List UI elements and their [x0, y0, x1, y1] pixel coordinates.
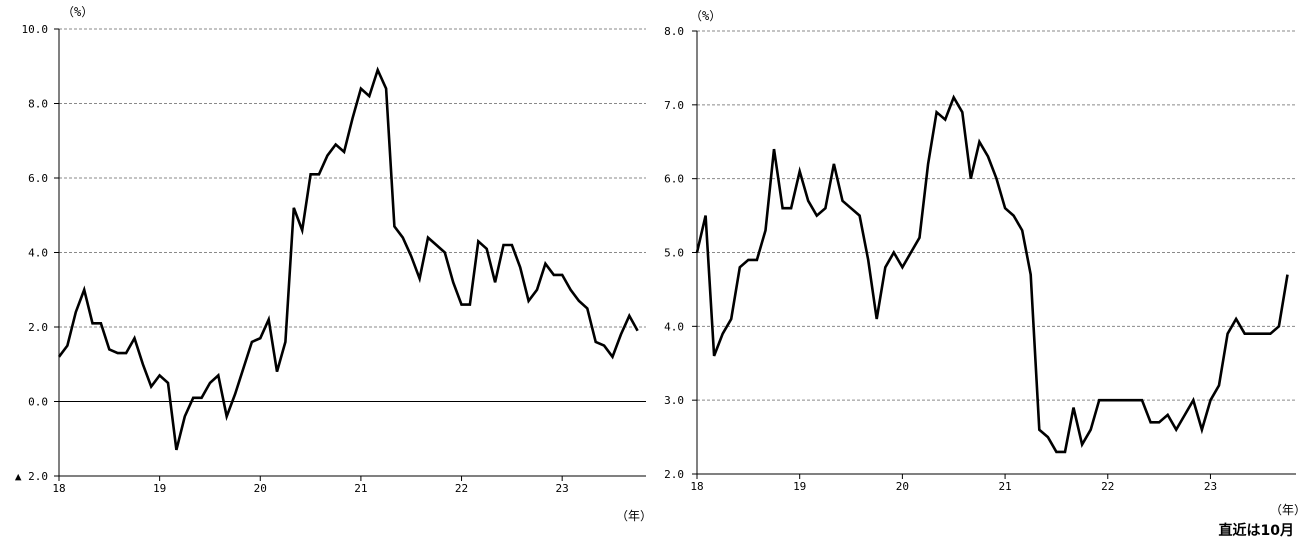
- x-tick-label: 19: [793, 480, 806, 493]
- x-tick-label: 22: [455, 482, 468, 495]
- y-tick-label: 5.0: [664, 247, 684, 260]
- data-series-line: [57, 66, 639, 451]
- y-tick-label: 10.0: [22, 23, 49, 36]
- x-tick-label: 21: [998, 480, 1011, 493]
- data-series-line: [695, 94, 1289, 454]
- x-tick-label: 20: [896, 480, 909, 493]
- y-tick-label: 4.0: [28, 247, 48, 260]
- y-tick-label: 3.0: [664, 394, 684, 407]
- right-chart: 2.0 3.0 4.0 5.0 6.0 7.0 8.0 18 19 20 21 22 23 （%） （年） 直…: [664, 9, 1306, 539]
- y-tick-label: 2.0: [28, 321, 48, 334]
- x-tick-label: 23: [1204, 480, 1217, 493]
- y-tick-label: 4.0: [664, 320, 684, 333]
- x-tick-label: 19: [153, 482, 166, 495]
- x-tick-label: 22: [1101, 480, 1114, 493]
- left-chart: ▲ 2.0 0.0 2.0 4.0 6.0 8.0 10.0 18 19 20 21 22 23 （%） （…: [15, 5, 652, 523]
- y-tick-label: 8.0: [664, 25, 684, 38]
- x-tick-label: 20: [254, 482, 267, 495]
- x-axis-unit-label: （年）: [1270, 503, 1306, 517]
- y-tick-label: 7.0: [664, 99, 684, 112]
- y-axis-unit-label: （%）: [690, 9, 721, 23]
- latest-month-note: 直近は10月: [1219, 522, 1294, 539]
- x-tick-label: 21: [354, 482, 367, 495]
- y-tick-label: ▲ 2.0: [15, 470, 48, 483]
- x-axis-unit-label: （年）: [616, 509, 652, 523]
- y-tick-label: 0.0: [28, 396, 48, 409]
- y-axis-unit-label: （%）: [62, 5, 93, 19]
- x-tick-label: 18: [52, 482, 65, 495]
- x-tick-label: 18: [690, 480, 703, 493]
- y-tick-label: 2.0: [664, 468, 684, 481]
- y-tick-label: 8.0: [28, 98, 48, 111]
- x-tick-label: 23: [556, 482, 569, 495]
- y-tick-label: 6.0: [28, 172, 48, 185]
- y-tick-label: 6.0: [664, 173, 684, 186]
